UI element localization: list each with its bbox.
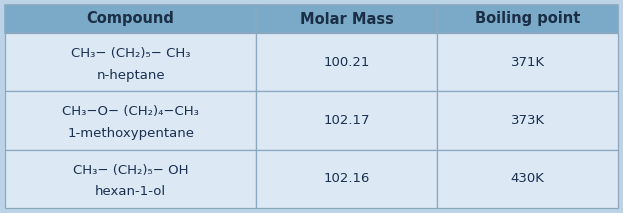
Bar xyxy=(256,5,437,33)
Text: 100.21: 100.21 xyxy=(323,56,370,69)
Text: 373K: 373K xyxy=(510,114,545,127)
Bar xyxy=(437,33,618,91)
Bar xyxy=(256,91,437,150)
Text: n-heptane: n-heptane xyxy=(97,69,165,82)
Bar xyxy=(437,5,618,33)
Text: hexan-1-ol: hexan-1-ol xyxy=(95,185,166,198)
Bar xyxy=(5,150,256,208)
Bar xyxy=(256,150,437,208)
Bar xyxy=(5,5,256,33)
Text: 1-methoxypentane: 1-methoxypentane xyxy=(67,127,194,140)
Bar xyxy=(256,33,437,91)
Text: Compound: Compound xyxy=(87,12,174,26)
Text: Boiling point: Boiling point xyxy=(475,12,580,26)
Bar xyxy=(437,91,618,150)
Bar xyxy=(5,33,256,91)
Text: 102.17: 102.17 xyxy=(323,114,370,127)
Text: CH₃−O− (CH₂)₄−CH₃: CH₃−O− (CH₂)₄−CH₃ xyxy=(62,105,199,118)
Text: Molar Mass: Molar Mass xyxy=(300,12,394,26)
Text: CH₃− (CH₂)₅− CH₃: CH₃− (CH₂)₅− CH₃ xyxy=(71,47,191,60)
Text: CH₃− (CH₂)₅− OH: CH₃− (CH₂)₅− OH xyxy=(73,164,188,177)
Bar xyxy=(437,150,618,208)
Text: 371K: 371K xyxy=(510,56,545,69)
Bar xyxy=(5,91,256,150)
Text: 430K: 430K xyxy=(511,172,545,185)
Text: 102.16: 102.16 xyxy=(323,172,370,185)
